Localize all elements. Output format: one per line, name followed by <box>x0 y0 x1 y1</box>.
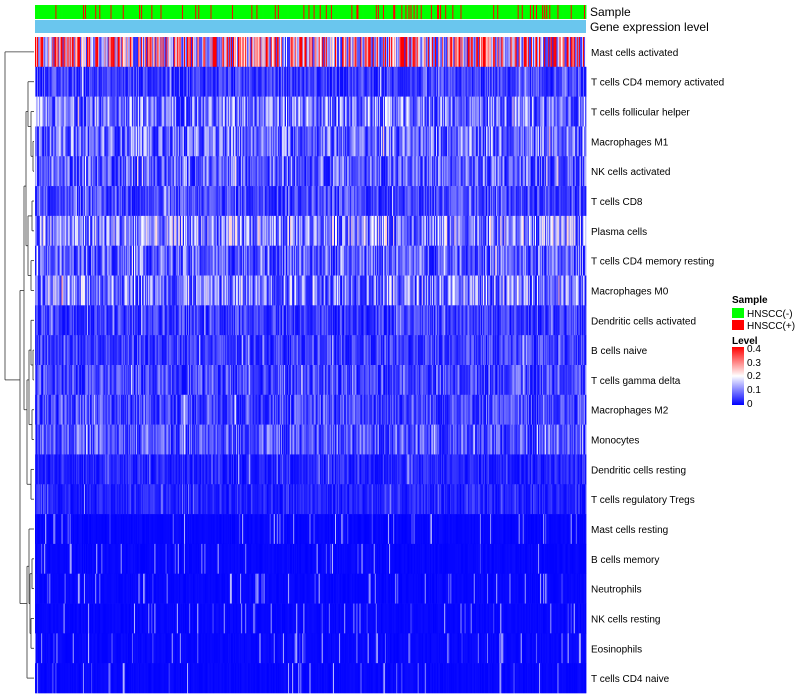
heatmap-row <box>35 246 586 276</box>
sample-cell <box>585 5 586 19</box>
gene-expression-track <box>35 20 586 33</box>
heatmap-row <box>35 67 586 97</box>
heatmap-cell <box>585 126 586 156</box>
heatmap-cell <box>585 186 586 216</box>
heatmap-cell <box>585 67 586 97</box>
heatmap-figure: SampleGene expression level Mast cells a… <box>0 0 800 700</box>
heatmap-row <box>35 97 586 127</box>
track-label-sample: Sample <box>590 5 631 19</box>
heatmap-row <box>35 156 586 186</box>
track-label-gene-expression-level: Gene expression level <box>590 20 709 34</box>
heatmap-cells <box>35 37 586 693</box>
heatmap-cell <box>585 97 586 127</box>
row-dendrogram <box>5 52 34 678</box>
heatmap-cell <box>585 37 586 67</box>
heatmap-cell <box>585 216 586 246</box>
heatmap-row <box>35 126 586 156</box>
heatmap-cell <box>585 156 586 186</box>
sample-track <box>35 5 586 19</box>
heatmap-cell <box>585 246 586 276</box>
heatmap-row <box>35 37 586 67</box>
heatmap-row <box>35 186 586 216</box>
heatmap-row <box>35 216 586 246</box>
heatmap-row <box>35 276 586 306</box>
